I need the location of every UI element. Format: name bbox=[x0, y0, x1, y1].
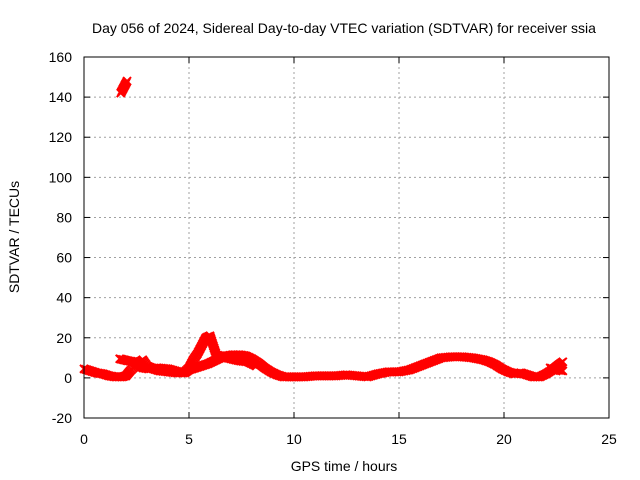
plot-area bbox=[84, 57, 609, 418]
y-tick-label: 140 bbox=[49, 89, 73, 105]
x-tick-label: 25 bbox=[601, 431, 617, 447]
y-axis-label: SDTVAR / TECUs bbox=[6, 181, 22, 293]
chart-title: Day 056 of 2024, Sidereal Day-to-day VTE… bbox=[92, 20, 596, 36]
y-tick-label: 80 bbox=[56, 209, 72, 225]
y-tick-label: 40 bbox=[56, 290, 72, 306]
y-tick-label: 20 bbox=[56, 330, 72, 346]
y-tick-label: 0 bbox=[64, 370, 72, 386]
y-tick-label: 120 bbox=[49, 129, 73, 145]
y-tick-label: 60 bbox=[56, 250, 72, 266]
y-tick-label: 160 bbox=[49, 49, 73, 65]
data-point bbox=[251, 361, 261, 371]
data-point bbox=[558, 366, 568, 376]
data-point bbox=[122, 76, 132, 86]
plot-border bbox=[83, 56, 610, 419]
y-axis-ticks: -20 0 20 40 60 80 100 120 140 160 bbox=[49, 49, 609, 426]
data-point bbox=[558, 357, 568, 367]
x-tick-label: 5 bbox=[185, 431, 193, 447]
x-axis-label: GPS time / hours bbox=[291, 458, 398, 474]
x-tick-label: 0 bbox=[80, 431, 88, 447]
x-tick-label: 15 bbox=[391, 431, 407, 447]
y-tick-label: -20 bbox=[52, 410, 72, 426]
data-points bbox=[79, 76, 568, 382]
x-tick-label: 20 bbox=[496, 431, 512, 447]
x-tick-label: 10 bbox=[286, 431, 302, 447]
y-tick-label: 100 bbox=[49, 169, 73, 185]
